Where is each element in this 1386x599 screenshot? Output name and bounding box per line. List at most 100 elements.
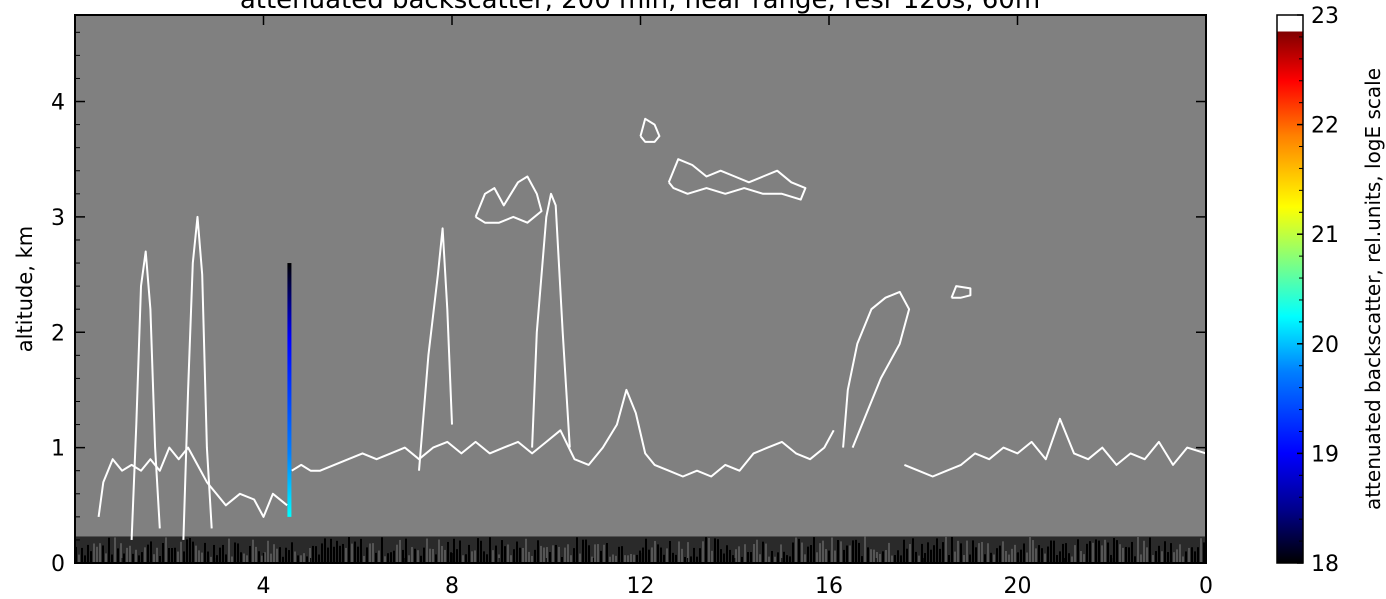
x-tick-label: 20 — [1004, 574, 1032, 599]
ground-band-stripe — [822, 540, 824, 563]
ground-band-stripe — [1164, 541, 1166, 563]
ground-band-stripe — [114, 537, 116, 563]
ground-band-stripe — [1059, 551, 1061, 563]
contour-boundary-layer-3 — [904, 417, 1206, 478]
ground-band-stripe — [144, 547, 146, 563]
ground-band-stripe — [900, 555, 902, 563]
ground-band-stripe — [1095, 539, 1097, 563]
ground-band-stripe — [699, 548, 701, 563]
ground-band-stripe — [1137, 536, 1139, 563]
ground-band-stripe — [123, 553, 125, 563]
ground-band-stripe — [207, 551, 209, 563]
y-tick-label: 2 — [51, 321, 65, 346]
ground-band-stripe — [861, 556, 863, 563]
ground-band-stripe — [1170, 543, 1172, 563]
streak-column — [287, 263, 292, 517]
ground-band-stripe — [570, 555, 572, 563]
ground-band-stripe — [1113, 538, 1115, 563]
ground-band-stripe — [582, 539, 584, 563]
ground-band-stripe — [786, 555, 788, 563]
ground-band-stripe — [591, 556, 593, 563]
ground-band-stripe — [1191, 547, 1193, 563]
ground-band-stripe — [1158, 545, 1160, 563]
ground-band-stripe — [648, 549, 650, 563]
ground-band-stripe — [645, 538, 647, 563]
ground-band-stripe — [1077, 539, 1079, 563]
ground-band-stripe — [267, 540, 269, 563]
ground-band-stripe — [189, 537, 191, 563]
ground-band-stripe — [876, 552, 878, 563]
ground-band-stripe — [762, 541, 764, 563]
ground-band-stripe — [933, 545, 935, 563]
ground-band-stripe — [441, 545, 443, 563]
ground-band-stripe — [414, 548, 416, 563]
vertical-streak — [287, 263, 292, 517]
ground-band-stripe — [138, 555, 140, 563]
ground-band-stripe — [723, 553, 725, 563]
ground-band-stripe — [990, 552, 992, 563]
ground-band-stripe — [597, 544, 599, 563]
colorbar-tick-label: 21 — [1311, 223, 1339, 248]
ground-band-stripe — [399, 539, 401, 563]
ground-band-stripe — [135, 549, 137, 563]
ground-band-stripe — [696, 556, 698, 563]
ground-band-stripe — [234, 542, 236, 563]
ground-band-stripe — [807, 546, 809, 563]
ground-band-stripe — [954, 551, 956, 563]
ground-band-stripe — [351, 543, 353, 563]
ground-band-stripe — [387, 553, 389, 563]
ground-band-stripe — [540, 545, 542, 563]
ground-band-stripe — [552, 545, 554, 563]
y-tick-label: 4 — [51, 91, 65, 116]
ground-band-stripe — [735, 549, 737, 563]
ground-band-stripe — [147, 544, 149, 563]
contour-mid-level-cloud-2 — [667, 158, 807, 201]
ground-band-stripe — [555, 544, 557, 563]
ground-band-stripe — [258, 551, 260, 563]
ground-band-stripe — [309, 547, 311, 563]
ground-band-stripe — [396, 544, 398, 563]
x-tick-label: 8 — [445, 574, 459, 599]
ground-band-stripe — [249, 545, 251, 563]
ground-band-stripe — [588, 545, 590, 563]
colorbar-gradient — [1276, 14, 1304, 564]
contour-high-cloud-fragment — [639, 117, 661, 143]
ground-band-stripe — [1140, 554, 1142, 563]
ground-band-stripe — [1161, 551, 1163, 563]
ground-band-stripe — [897, 550, 899, 563]
ground-band-stripe — [942, 542, 944, 563]
ground-band-stripe — [303, 553, 305, 563]
ground-band-stripe — [1107, 542, 1109, 563]
ground-band-stripe — [126, 547, 128, 563]
ground-band-stripe — [1179, 544, 1181, 563]
ground-band-stripe — [849, 545, 851, 563]
ground-band-stripe — [801, 542, 803, 563]
ground-band-stripe — [573, 548, 575, 563]
ground-band-stripe — [702, 541, 704, 563]
ground-band-stripe — [177, 551, 179, 563]
contour-convective-plume-4 — [531, 192, 571, 448]
ground-band-stripe — [279, 547, 281, 563]
ground-band-stripe — [951, 536, 953, 563]
ground-band-stripe — [957, 540, 959, 563]
ground-band-stripe — [609, 556, 611, 563]
ground-band-stripe — [579, 553, 581, 563]
ground-band-stripe — [795, 537, 797, 563]
ground-band-stripe — [747, 552, 749, 563]
ground-band-stripe — [468, 544, 470, 563]
ground-band-stripe — [765, 543, 767, 563]
ground-band-stripe — [459, 540, 461, 563]
ground-band-stripe — [297, 555, 299, 563]
ground-band-stripe — [774, 556, 776, 563]
ground-band-stripe — [987, 543, 989, 563]
contour-mid-level-cloud-1 — [474, 175, 543, 224]
ground-band-stripe — [978, 543, 980, 563]
ground-band-stripe — [576, 537, 578, 563]
ground-band-stripe — [690, 556, 692, 563]
ground-band-stripe — [621, 546, 623, 563]
ground-band-stripe — [105, 553, 107, 563]
ground-band-stripe — [1119, 544, 1121, 563]
ground-band-stripe — [333, 546, 335, 563]
ground-band-stripe — [246, 555, 248, 563]
